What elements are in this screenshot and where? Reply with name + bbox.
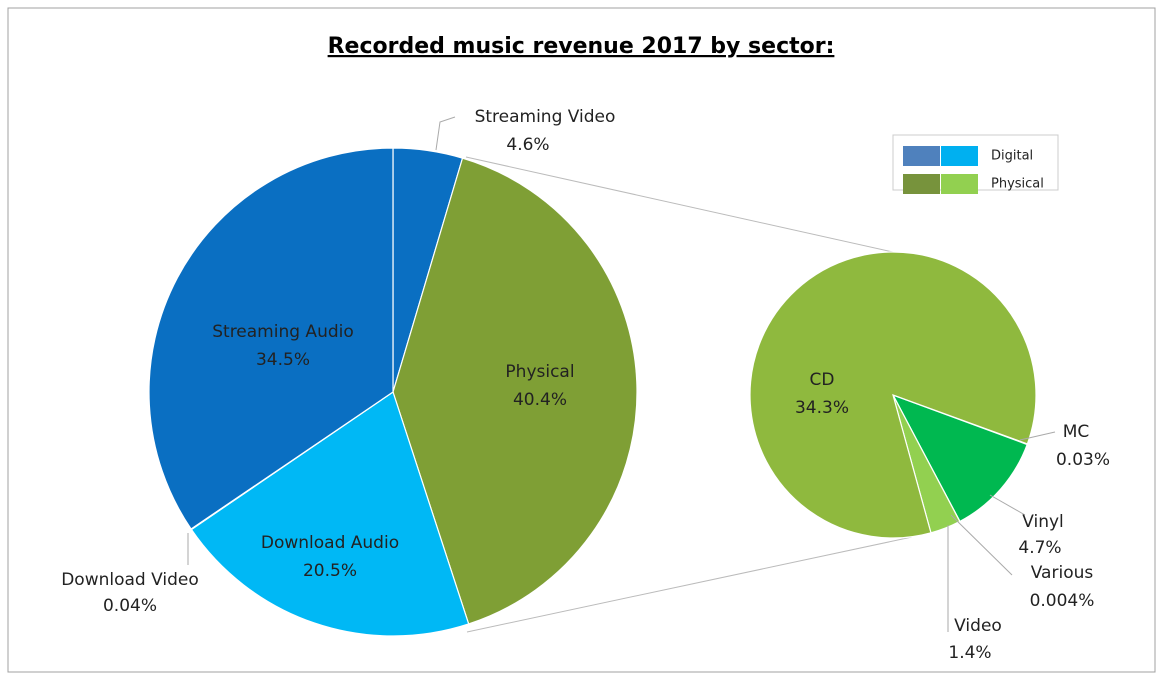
slice-value-label: 4.7% <box>1018 538 1061 558</box>
slice-value-label: 0.004% <box>1030 591 1095 611</box>
slice-value-label: 0.03% <box>1056 450 1110 470</box>
slice-label: Video <box>954 616 1002 636</box>
legend-swatch <box>941 146 978 166</box>
slice-value-label: 0.04% <box>103 596 157 616</box>
legend-swatch <box>903 174 940 194</box>
slice-value-label: 20.5% <box>303 561 357 581</box>
slice-label: Vinyl <box>1022 512 1064 532</box>
pie-slice <box>392 157 638 625</box>
pie-slice <box>749 251 1037 539</box>
slice-label: MC <box>1063 422 1090 442</box>
slice-label: Download Audio <box>261 533 399 553</box>
slice-label: Streaming Video <box>475 107 616 127</box>
leader-line <box>950 514 1013 576</box>
slice-value-label: 34.5% <box>256 350 310 370</box>
slice-label: Download Video <box>61 570 199 590</box>
chart-title: Recorded music revenue 2017 by sector: <box>328 34 835 59</box>
leader-line <box>1019 431 1056 441</box>
leader-line <box>435 116 456 151</box>
slice-value-label: 1.4% <box>948 643 991 663</box>
slice-value-label: 34.3% <box>795 398 849 418</box>
connector <box>466 536 913 633</box>
legend-swatch <box>903 146 940 166</box>
slice-label: Various <box>1031 563 1094 583</box>
legend-label: Physical <box>991 177 1044 192</box>
leader-line <box>989 494 1026 516</box>
slice-value-label: 40.4% <box>513 390 567 410</box>
legend-label: Digital <box>991 149 1033 164</box>
slice-label: CD <box>810 370 835 390</box>
pie-slice <box>891 393 1028 523</box>
slice-label: Physical <box>505 362 574 382</box>
pie-slice <box>148 147 394 530</box>
slice-label: Streaming Audio <box>212 322 354 342</box>
legend-swatch <box>941 174 978 194</box>
connector <box>465 156 894 253</box>
slice-value-label: 4.6% <box>506 135 549 155</box>
pie-slice <box>190 391 470 637</box>
